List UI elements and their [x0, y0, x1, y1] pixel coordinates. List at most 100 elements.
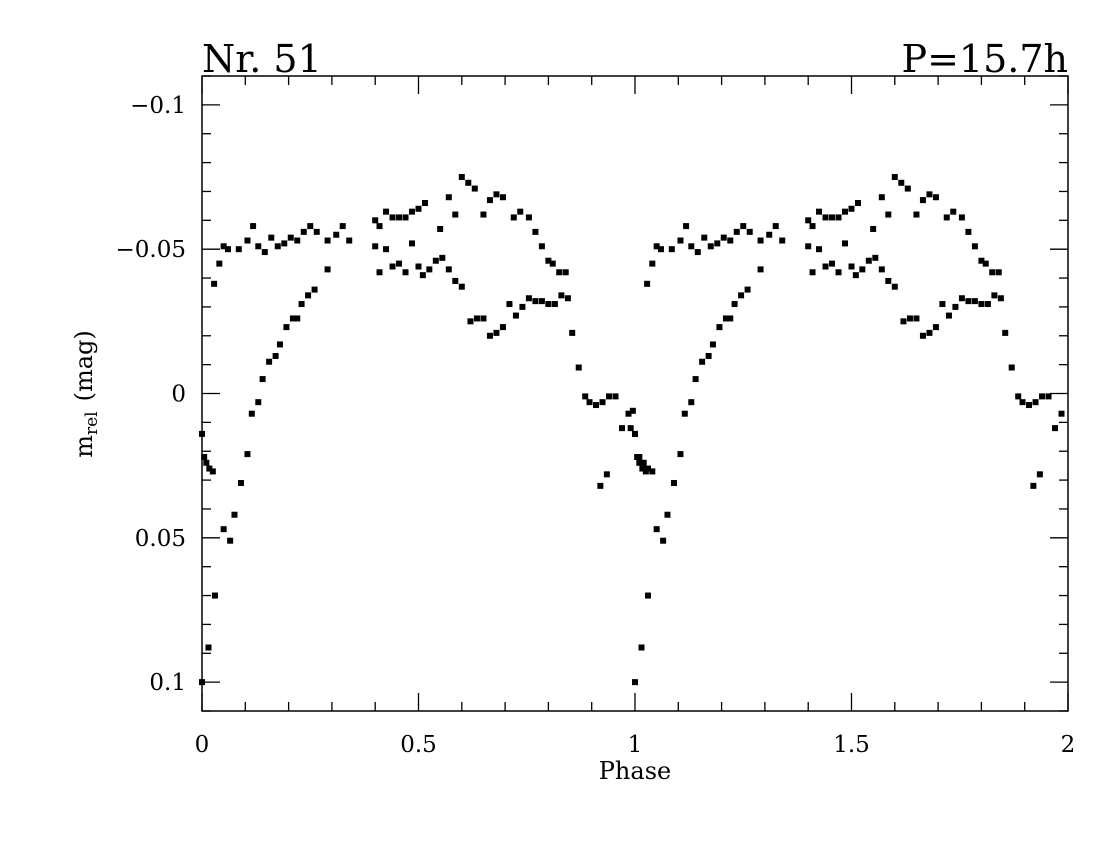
x-tick-label: 1.5	[833, 732, 870, 758]
data-point	[1030, 482, 1037, 489]
data-point	[486, 197, 493, 204]
data-point	[835, 269, 842, 276]
data-point	[545, 257, 552, 264]
data-point	[311, 286, 318, 293]
data-point	[982, 260, 989, 267]
data-point	[281, 240, 288, 247]
data-point	[995, 269, 1002, 276]
data-point	[510, 214, 517, 221]
data-point	[612, 393, 619, 400]
data-point	[517, 208, 524, 215]
data-point	[294, 237, 301, 244]
x-tick-label: 2	[1061, 732, 1076, 758]
data-point	[499, 194, 506, 201]
data-point	[532, 228, 539, 235]
data-point	[619, 425, 626, 432]
data-point	[346, 237, 353, 244]
data-point	[445, 194, 452, 201]
data-point	[227, 537, 234, 544]
data-point	[493, 329, 500, 336]
data-point	[919, 332, 926, 339]
y-tick-label: −0.05	[116, 237, 186, 263]
data-point	[629, 407, 636, 414]
data-point	[402, 214, 409, 221]
data-point	[958, 214, 965, 221]
data-point	[1045, 393, 1052, 400]
data-point	[445, 266, 452, 273]
data-point	[493, 191, 500, 198]
data-point	[694, 249, 701, 256]
data-point	[816, 246, 823, 253]
data-point	[898, 179, 905, 186]
data-point	[885, 211, 892, 218]
data-point	[272, 352, 279, 359]
data-point	[731, 301, 738, 308]
data-point	[603, 471, 610, 478]
data-point	[904, 185, 911, 192]
data-point	[705, 352, 712, 359]
data-point	[878, 266, 885, 273]
data-point	[681, 410, 688, 417]
y-axis-label-unit: (mag)	[70, 330, 98, 401]
data-point	[952, 303, 959, 310]
data-point	[854, 200, 861, 206]
data-point	[642, 468, 649, 475]
plot-frame	[201, 75, 1069, 712]
data-point	[670, 479, 677, 486]
data-point	[276, 341, 283, 348]
data-point	[558, 292, 565, 299]
data-point	[1026, 402, 1033, 409]
data-point	[649, 468, 656, 475]
data-point	[209, 468, 216, 475]
data-point	[627, 425, 634, 432]
data-point	[919, 197, 926, 204]
data-point	[926, 329, 933, 336]
data-point	[575, 364, 582, 371]
x-tick-label: 0	[195, 732, 210, 758]
data-point	[300, 228, 307, 235]
y-axis-label: mrel (mag)	[70, 330, 102, 458]
data-point	[640, 459, 647, 466]
data-point	[989, 269, 996, 276]
data-point	[415, 263, 422, 270]
data-point	[235, 246, 242, 253]
data-point	[720, 234, 727, 241]
data-point	[692, 376, 699, 383]
y-tick-label: 0	[171, 382, 186, 408]
data-point	[668, 246, 675, 253]
data-point	[465, 179, 472, 186]
data-point	[939, 301, 946, 308]
data-point	[677, 451, 684, 458]
data-point	[664, 511, 671, 518]
data-point	[639, 465, 646, 472]
data-point	[458, 283, 465, 290]
data-point	[480, 211, 487, 218]
data-point	[965, 228, 972, 235]
data-point	[878, 194, 885, 201]
data-point	[519, 303, 526, 310]
data-point	[452, 211, 459, 218]
data-point	[220, 526, 227, 533]
data-point	[688, 243, 695, 250]
data-point	[1015, 393, 1022, 400]
data-point	[206, 465, 213, 472]
data-point	[984, 301, 991, 308]
y-axis-label-subscript: rel	[82, 411, 102, 435]
data-point	[848, 205, 855, 212]
data-point	[597, 482, 604, 489]
data-point	[809, 223, 816, 230]
data-point	[632, 430, 638, 437]
data-point	[913, 315, 920, 322]
data-point	[829, 214, 836, 221]
data-point	[372, 243, 379, 250]
y-tick-labels: −0.1 −0.05 0 0.05 0.1	[116, 93, 186, 696]
data-point	[220, 243, 227, 250]
data-point	[757, 266, 764, 273]
data-point	[638, 644, 645, 651]
data-point	[376, 269, 383, 276]
data-point	[396, 260, 403, 267]
data-point	[822, 214, 829, 221]
data-point	[727, 315, 734, 322]
data-point	[1019, 399, 1026, 406]
title-right: P=15.7h	[902, 37, 1069, 81]
